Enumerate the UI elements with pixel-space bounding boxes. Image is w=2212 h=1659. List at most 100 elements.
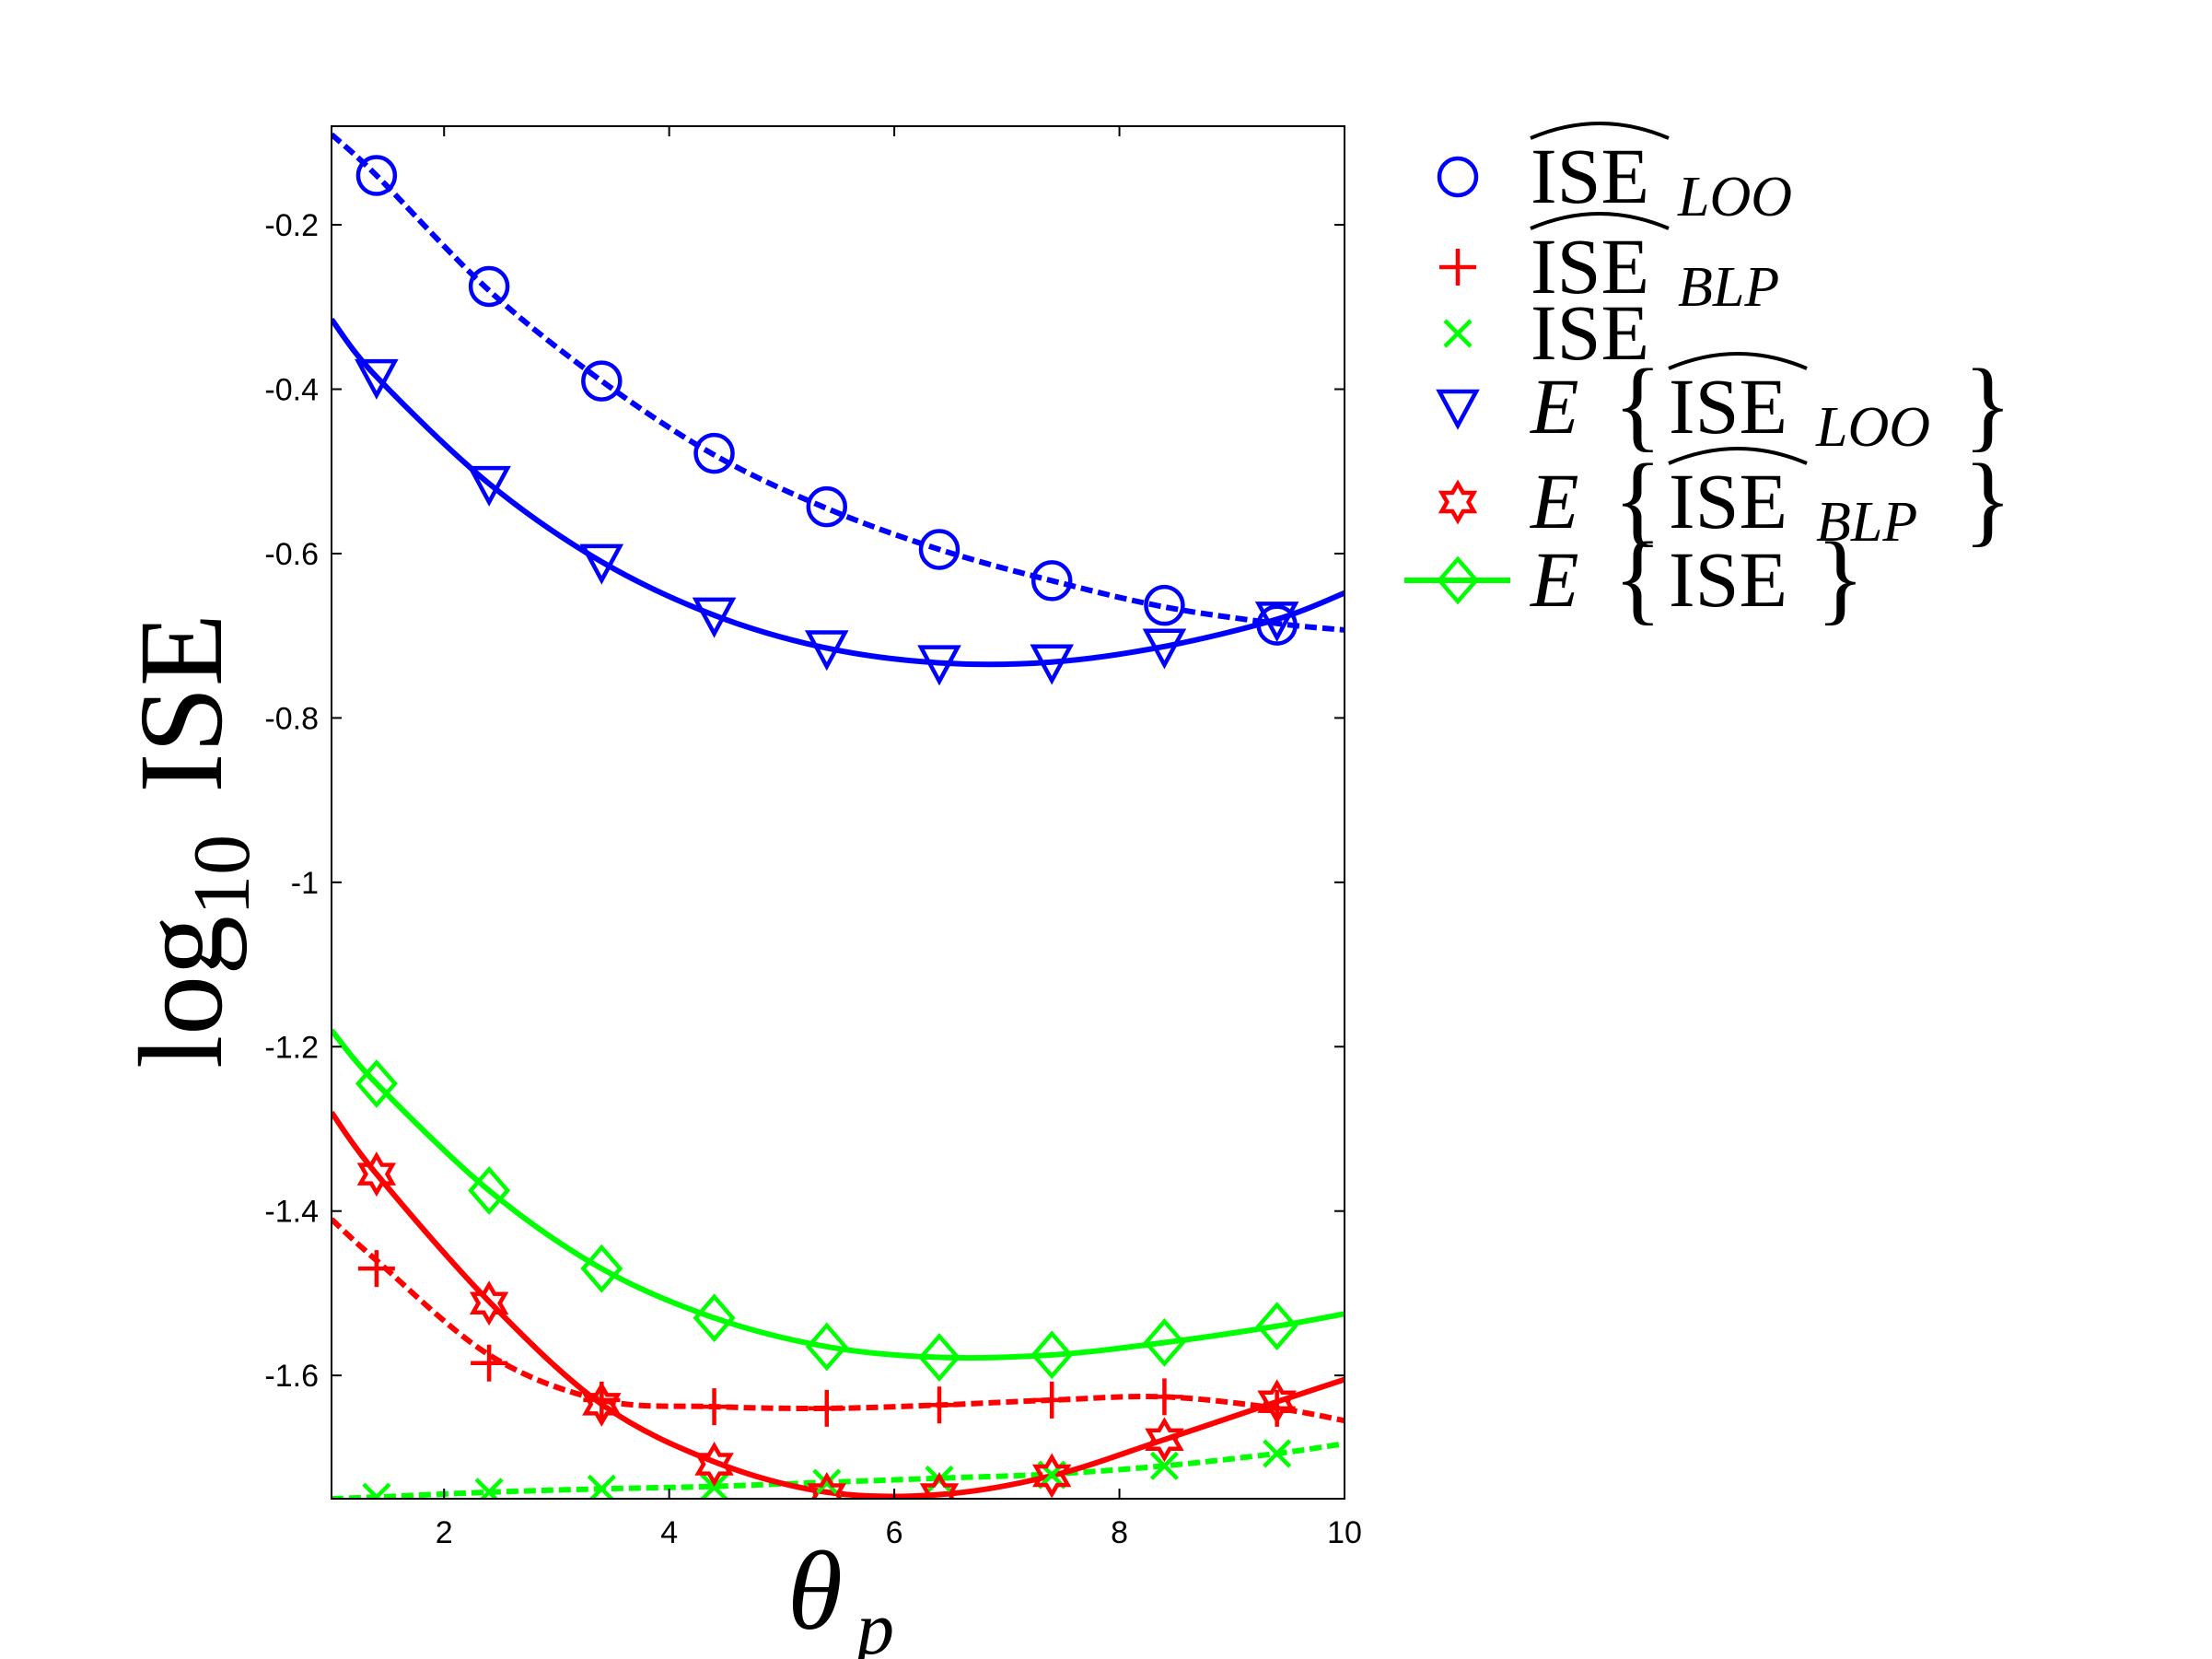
- legend-main: ISE: [1531, 222, 1649, 310]
- series-line-E_ISE_BLP_hat: [332, 1110, 1345, 1499]
- series-markers: [355, 155, 1299, 1499]
- data-point-E_ISE_BLP_hat: [1145, 1417, 1184, 1463]
- y-tick-label: -0.8: [264, 701, 319, 736]
- data-point-ISE_BLP_hat: [921, 1386, 958, 1424]
- data-point-E_ISE_LOO_hat: [579, 543, 624, 585]
- data-point-E_ISE_LOO_hat: [1030, 644, 1074, 685]
- legend-marker-E_ISE_BLP_hat: [1438, 479, 1478, 525]
- data-point-E_ISE_LOO_hat: [692, 597, 737, 638]
- x-tick-label: 4: [660, 1515, 678, 1550]
- data-point-ISE: [587, 1474, 616, 1499]
- legend-entry-E_ISE: E {ISE}: [1404, 521, 1865, 634]
- data-point-ISE: [699, 1472, 729, 1499]
- legend-entry-ISE_BLP_hat: ISE BLP: [1439, 212, 1779, 319]
- series-line-ISE_LOO_hat: [332, 132, 1345, 633]
- legend-marker-ISE_LOO_hat: [1437, 156, 1479, 198]
- data-point-E_ISE_LOO_hat: [1142, 628, 1187, 670]
- legend-hat: [1530, 212, 1670, 230]
- y-tick-label: -1.4: [264, 1195, 319, 1230]
- legend-marker-ISE_BLP_hat: [1439, 249, 1476, 286]
- legend-subscript: LOO: [1677, 166, 1792, 228]
- y-axis-label-log: log: [115, 916, 248, 1069]
- legend-prefix: E: [1529, 457, 1579, 545]
- data-point-E_ISE: [805, 1322, 848, 1372]
- data-point-ISE_BLP_hat: [471, 1344, 508, 1382]
- y-tick-label: -1: [291, 866, 319, 901]
- legend-brace-open: {: [1613, 443, 1662, 555]
- series-line-ISE_BLP_hat: [332, 1217, 1345, 1424]
- y-tick-label: -1.6: [264, 1359, 319, 1394]
- data-point-ISE_BLP_hat: [808, 1389, 845, 1427]
- data-point-ISE_LOO_hat: [581, 360, 623, 402]
- legend-brace-close: }: [1816, 521, 1865, 634]
- y-tick-label: -1.2: [264, 1030, 319, 1065]
- data-point-ISE_LOO_hat: [355, 155, 398, 196]
- data-point-ISE_LOO_hat: [468, 265, 510, 308]
- axes-box: [331, 125, 1345, 1500]
- data-point-ISE_LOO_hat: [1144, 584, 1185, 626]
- series-line-E_ISE: [332, 1028, 1345, 1361]
- x-tick-label: 10: [1327, 1515, 1362, 1550]
- y-tick-label: -0.4: [264, 373, 319, 408]
- data-point-ISE: [362, 1482, 391, 1499]
- legend-main: ISE: [1531, 288, 1649, 377]
- data-point-E_ISE_LOO_hat: [467, 465, 511, 507]
- data-point-E_ISE_LOO_hat: [1254, 602, 1299, 643]
- data-point-E_ISE: [468, 1165, 511, 1215]
- data-point-ISE_LOO_hat: [806, 485, 848, 528]
- data-point-E_ISE_BLP_hat: [356, 1151, 397, 1198]
- data-point-ISE: [1149, 1451, 1180, 1480]
- legend-marker-E_ISE: [1437, 555, 1479, 605]
- x-axis-label-symbol: θ: [787, 1529, 843, 1653]
- data-point-ISE_BLP_hat: [1146, 1378, 1183, 1416]
- legend-prefix: E: [1529, 535, 1579, 624]
- x-axis-label-subscript: p: [852, 1586, 894, 1659]
- data-point-E_ISE_BLP_hat: [694, 1442, 734, 1487]
- data-point-E_ISE_BLP_hat: [807, 1472, 846, 1499]
- legend-marker-ISE: [1443, 319, 1473, 348]
- data-point-E_ISE: [1030, 1330, 1074, 1380]
- legend-entry-ISE_LOO_hat: ISE LOO: [1437, 122, 1792, 228]
- data-point-ISE_LOO_hat: [918, 529, 960, 570]
- data-point-ISE_BLP_hat: [1033, 1381, 1071, 1419]
- y-axis-label-ise: ISE: [115, 613, 248, 793]
- legend-brace-open: {: [1613, 521, 1662, 634]
- data-point-E_ISE_BLP_hat: [1032, 1453, 1072, 1499]
- data-point-E_ISE_BLP_hat: [1257, 1379, 1297, 1425]
- y-tick-label: -0.2: [264, 208, 319, 243]
- data-point-E_ISE_LOO_hat: [355, 358, 399, 400]
- legend-main: ISE: [1669, 535, 1787, 624]
- data-point-ISE_BLP_hat: [357, 1250, 395, 1288]
- data-point-E_ISE_BLP_hat: [582, 1381, 622, 1427]
- data-point-ISE_LOO_hat: [1030, 560, 1073, 602]
- legend-subscript: BLP: [1678, 256, 1779, 319]
- x-tick-label: 2: [436, 1515, 453, 1550]
- data-point-ISE: [474, 1478, 504, 1499]
- data-point-E_ISE: [693, 1293, 736, 1343]
- legend-brace-close: }: [1963, 443, 2012, 555]
- legend-entry-ISE: ISE: [1443, 288, 1649, 377]
- x-axis-label: θ p: [787, 1529, 894, 1659]
- legend-hat: [1530, 122, 1670, 140]
- svg-text:log10ISE: log10 ISE: [115, 613, 267, 1069]
- legend-entry-E_ISE_LOO_hat: E {ISE LOO}: [1436, 348, 2012, 461]
- data-point-E_ISE: [1143, 1318, 1186, 1367]
- legend-hat: [1668, 352, 1808, 370]
- data-point-E_ISE: [355, 1059, 398, 1108]
- data-point-E_ISE_BLP_hat: [469, 1280, 509, 1326]
- legend-entry-E_ISE_BLP_hat: E {ISE BLP}: [1438, 443, 2012, 555]
- data-point-ISE_LOO_hat: [1256, 604, 1298, 646]
- data-point-E_ISE: [1255, 1302, 1298, 1351]
- y-tick-label: -0.6: [264, 537, 319, 572]
- legend-main: ISE: [1669, 457, 1787, 545]
- data-point-ISE_LOO_hat: [693, 432, 735, 474]
- legend-main: ISE: [1669, 362, 1787, 450]
- data-point-ISE: [812, 1468, 842, 1498]
- data-point-E_ISE: [580, 1244, 623, 1293]
- data-point-ISE: [1263, 1439, 1292, 1468]
- x-tick-label: 6: [886, 1515, 903, 1550]
- legend-brace-close: }: [1963, 348, 2012, 461]
- legend-hat: [1668, 447, 1808, 465]
